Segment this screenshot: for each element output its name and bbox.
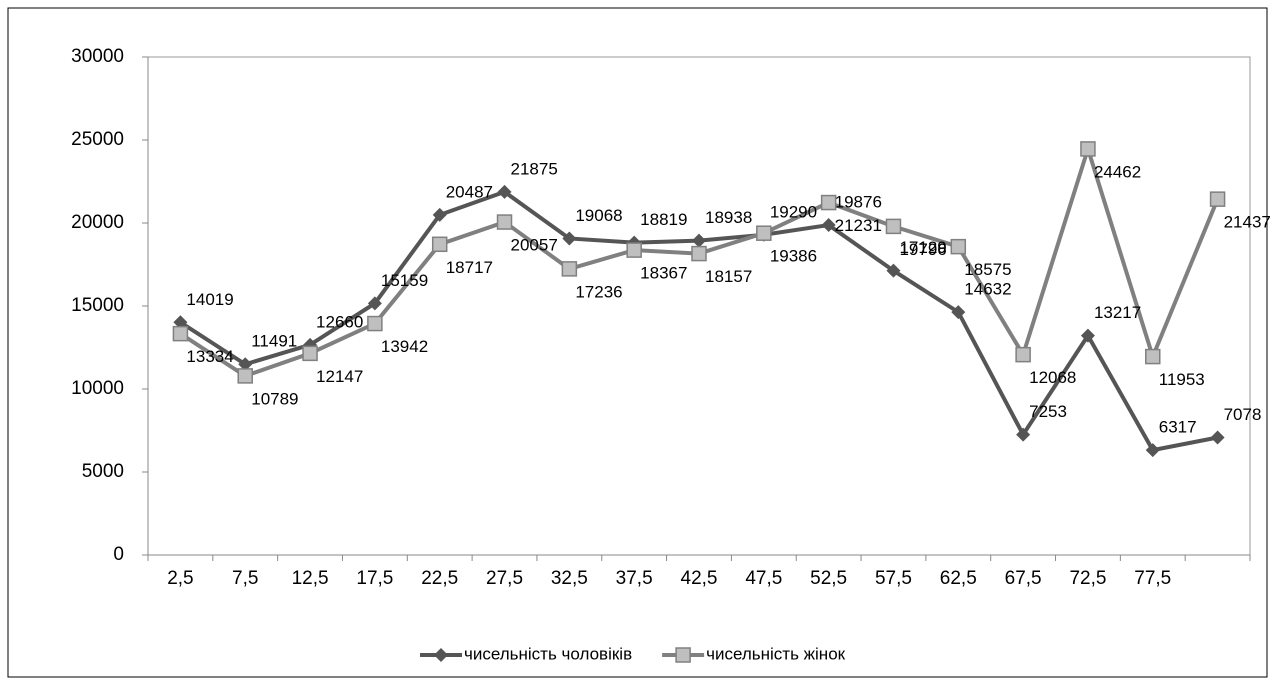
x-tick-label: 2,5 bbox=[167, 568, 193, 589]
data-label: 13217 bbox=[1094, 303, 1141, 322]
point bbox=[1210, 430, 1225, 445]
point bbox=[1209, 191, 1226, 207]
point bbox=[172, 325, 189, 342]
data-label: 17129 bbox=[899, 238, 946, 257]
point bbox=[692, 233, 706, 248]
point bbox=[497, 184, 512, 199]
data-label: 19796 bbox=[899, 240, 946, 259]
data-label: 17236 bbox=[575, 282, 622, 301]
data-label: 18938 bbox=[705, 208, 752, 227]
x-tick-label: 47,5 bbox=[745, 568, 782, 589]
point bbox=[1145, 443, 1160, 458]
point bbox=[367, 315, 383, 332]
data-label: 11491 bbox=[251, 332, 297, 351]
x-tick-label: 7,5 bbox=[232, 568, 258, 589]
data-label: 21437 bbox=[1224, 213, 1271, 232]
point bbox=[367, 296, 382, 311]
point bbox=[1080, 328, 1095, 343]
x-tick-label: 52,5 bbox=[810, 568, 847, 589]
legend-label: чисельність чоловіків bbox=[464, 644, 632, 663]
point bbox=[237, 368, 253, 384]
point bbox=[1080, 141, 1096, 157]
point bbox=[431, 236, 448, 253]
x-tick-label: 37,5 bbox=[616, 568, 653, 589]
legend-label: чисельність жінок bbox=[706, 644, 846, 663]
data-label: 13942 bbox=[381, 337, 428, 356]
y-tick-label: 0 bbox=[113, 544, 124, 565]
legend-marker bbox=[434, 648, 448, 662]
x-tick-label: 32,5 bbox=[551, 568, 588, 589]
point bbox=[821, 218, 836, 233]
x-tick-label: 27,5 bbox=[486, 568, 523, 589]
point bbox=[885, 218, 902, 235]
point bbox=[238, 357, 253, 372]
point bbox=[886, 263, 901, 278]
point bbox=[302, 345, 318, 362]
point bbox=[951, 305, 966, 320]
point bbox=[756, 225, 772, 241]
x-tick-label: 42,5 bbox=[681, 568, 718, 589]
point bbox=[1016, 427, 1031, 442]
data-label: 14019 bbox=[186, 290, 233, 309]
y-tick-label: 30000 bbox=[71, 46, 124, 67]
x-tick-label: 67,5 bbox=[1005, 568, 1042, 589]
x-tick-label: 62,5 bbox=[940, 568, 977, 589]
point bbox=[1015, 346, 1031, 363]
y-tick-label: 20000 bbox=[71, 212, 124, 233]
legend-marker bbox=[675, 647, 691, 663]
point bbox=[626, 242, 642, 258]
x-tick-label: 72,5 bbox=[1069, 568, 1106, 589]
x-tick-label: 17,5 bbox=[356, 568, 393, 589]
data-label: 19290 bbox=[770, 202, 817, 221]
data-label: 15159 bbox=[381, 271, 428, 290]
data-label: 13334 bbox=[186, 347, 233, 366]
data-label: 18575 bbox=[964, 260, 1011, 279]
data-label: 18367 bbox=[640, 264, 687, 283]
point bbox=[432, 207, 447, 222]
y-tick-label: 15000 bbox=[71, 295, 124, 316]
data-label: 20057 bbox=[511, 236, 558, 255]
data-label: 18819 bbox=[640, 210, 687, 229]
y-tick-label: 10000 bbox=[71, 378, 124, 399]
data-label: 10789 bbox=[251, 389, 298, 408]
x-tick-label: 12,5 bbox=[292, 568, 329, 589]
data-label: 12660 bbox=[316, 312, 363, 331]
point bbox=[950, 238, 967, 255]
y-tick-label: 5000 bbox=[82, 461, 124, 482]
point bbox=[496, 214, 513, 230]
data-label: 14632 bbox=[964, 280, 1011, 299]
data-label: 21875 bbox=[511, 159, 558, 178]
data-label: 19876 bbox=[835, 193, 882, 212]
data-label: 12068 bbox=[1029, 368, 1076, 387]
point bbox=[691, 245, 707, 262]
data-label: 7078 bbox=[1224, 405, 1262, 424]
data-label: 18717 bbox=[446, 258, 493, 277]
frame bbox=[7, 7, 1268, 678]
data-label: 7253 bbox=[1029, 402, 1067, 421]
data-label: 12147 bbox=[316, 367, 363, 386]
x-tick-label: 22,5 bbox=[421, 568, 458, 589]
data-label: 21231 bbox=[835, 216, 882, 235]
data-label: 19068 bbox=[575, 206, 622, 225]
point bbox=[562, 231, 577, 246]
point bbox=[1145, 348, 1161, 365]
data-label: 11953 bbox=[1159, 370, 1205, 389]
point bbox=[820, 194, 837, 211]
point bbox=[173, 315, 188, 330]
point bbox=[561, 261, 578, 277]
data-label: 24462 bbox=[1094, 162, 1141, 181]
x-tick-label: 77,5 bbox=[1134, 568, 1171, 589]
y-tick-label: 25000 bbox=[71, 129, 124, 150]
x-tick-label: 57,5 bbox=[875, 568, 912, 589]
data-label: 6317 bbox=[1159, 418, 1197, 437]
data-label: 19386 bbox=[770, 247, 817, 266]
data-label: 20487 bbox=[446, 182, 493, 201]
data-label: 18157 bbox=[705, 267, 752, 286]
